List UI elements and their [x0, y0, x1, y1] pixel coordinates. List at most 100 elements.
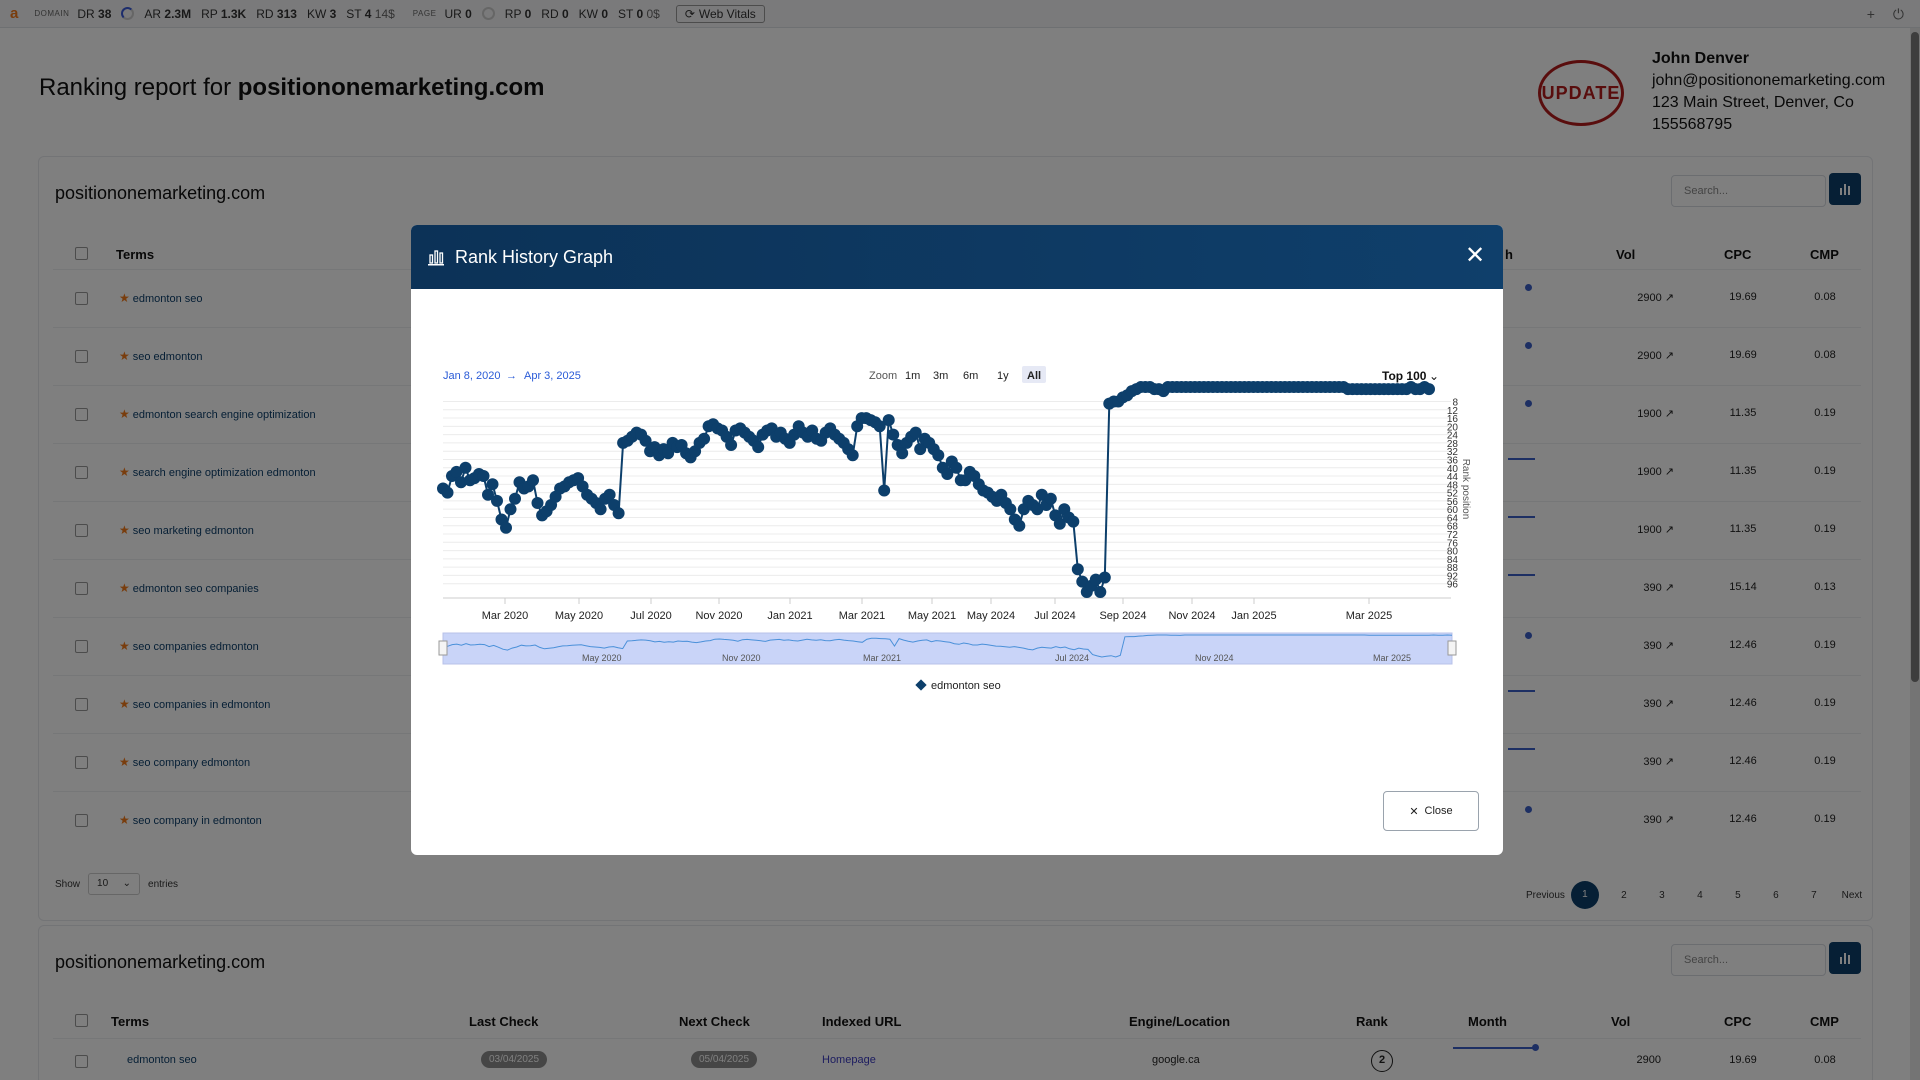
data-point[interactable]	[639, 434, 652, 447]
zoom-1y[interactable]: 1y	[997, 370, 1009, 382]
data-point[interactable]	[486, 478, 499, 491]
data-point[interactable]	[1053, 517, 1066, 530]
y-tick-label: 60	[1447, 505, 1459, 516]
modal-title: Rank History Graph	[455, 246, 614, 267]
x-tick-label: Jul 2020	[630, 610, 672, 622]
y-tick-label: 68	[1447, 522, 1459, 533]
date-to[interactable]: Apr 3, 2025	[524, 370, 581, 382]
data-point[interactable]	[1089, 573, 1102, 586]
close-label: Close	[1424, 805, 1453, 817]
data-point[interactable]	[509, 492, 521, 505]
data-point[interactable]	[896, 447, 909, 460]
y-axis-title: Rank position	[1460, 459, 1471, 520]
zoom-active-bg	[1022, 366, 1046, 383]
rank-history-chart[interactable]: Jan 8, 2020 → Apr 3, 2025 Zoom 1m 3m 6m 1y All To…	[411, 289, 1503, 789]
data-point[interactable]	[1004, 503, 1017, 516]
arrow-right-icon: →	[506, 370, 517, 382]
zoom-label: Zoom	[869, 370, 897, 382]
close-x-icon: ✕	[1409, 805, 1419, 818]
data-point[interactable]	[594, 503, 607, 516]
data-point[interactable]	[531, 497, 544, 509]
data-point[interactable]	[1094, 586, 1107, 598]
data-point[interactable]	[662, 447, 675, 460]
y-tick-label: 76	[1447, 538, 1459, 549]
data-point[interactable]	[1067, 515, 1080, 528]
navigator-tick-label: Nov 2020	[722, 653, 761, 663]
data-point[interactable]	[500, 521, 512, 534]
data-point[interactable]	[1035, 488, 1048, 501]
zoom-6m[interactable]: 6m	[963, 370, 978, 382]
navigator-handle-left[interactable]	[438, 640, 448, 656]
x-tick-label: Sep 2024	[1099, 610, 1146, 622]
navigator-tick-label: Mar 2021	[863, 653, 901, 663]
data-point[interactable]	[1071, 563, 1084, 576]
legend-item[interactable]: edmonton seo	[931, 680, 1001, 692]
navigator-window[interactable]	[442, 632, 1453, 665]
x-tick-label: Jan 2025	[1231, 610, 1276, 622]
y-tick-label: 56	[1447, 497, 1459, 508]
y-tick-label: 24	[1447, 431, 1459, 442]
x-tick-label: May 2021	[908, 610, 956, 622]
y-tick-label: 72	[1447, 530, 1459, 541]
y-tick-label: 52	[1447, 489, 1459, 500]
navigator-tick-label: Jul 2024	[1055, 653, 1089, 663]
x-tick-label: May 2024	[967, 610, 1015, 622]
navigator-tick-label: Nov 2024	[1195, 653, 1234, 663]
x-tick-label: Mar 2020	[482, 610, 528, 622]
x-tick-label: Jan 2021	[767, 610, 812, 622]
y-tick-label: 96	[1447, 580, 1459, 591]
data-point[interactable]	[1031, 503, 1044, 516]
data-point[interactable]	[477, 470, 490, 482]
data-point[interactable]	[1076, 575, 1089, 588]
data-point[interactable]	[1423, 383, 1435, 396]
y-tick-label: 44	[1447, 472, 1459, 483]
data-point[interactable]	[1044, 492, 1057, 505]
data-point[interactable]	[941, 468, 954, 480]
data-point[interactable]	[527, 474, 539, 487]
top-select[interactable]: Top 100	[1382, 369, 1427, 383]
data-point[interactable]	[455, 476, 467, 489]
data-point[interactable]	[491, 494, 503, 507]
navigator-tick-label: Mar 2025	[1373, 653, 1411, 663]
data-point[interactable]	[752, 441, 765, 454]
data-point[interactable]	[846, 449, 859, 462]
close-button[interactable]: ✕ Close	[1383, 791, 1479, 831]
data-point[interactable]	[932, 449, 945, 462]
data-point[interactable]	[725, 439, 738, 451]
zoom-3m[interactable]: 3m	[933, 370, 948, 382]
chevron-down-icon[interactable]: ⌄	[1429, 369, 1439, 383]
y-tick-label: 80	[1447, 547, 1459, 558]
y-tick-label: 12	[1447, 406, 1459, 417]
y-tick-label: 40	[1447, 464, 1459, 475]
y-tick-label: 16	[1447, 414, 1459, 425]
data-point[interactable]	[612, 507, 625, 520]
x-tick-label: Nov 2024	[1168, 610, 1215, 622]
data-point[interactable]	[1013, 519, 1026, 532]
data-point[interactable]	[873, 420, 886, 433]
y-tick-label: 48	[1447, 480, 1459, 491]
x-tick-label: May 2020	[555, 610, 603, 622]
data-point[interactable]	[698, 432, 711, 445]
data-point[interactable]	[950, 461, 963, 474]
data-point[interactable]	[1098, 571, 1111, 584]
date-from[interactable]: Jan 8, 2020	[443, 370, 501, 382]
data-point[interactable]	[887, 428, 900, 441]
data-point[interactable]	[459, 461, 472, 474]
data-point[interactable]	[504, 503, 517, 516]
y-tick-label: 32	[1447, 447, 1459, 458]
data-point[interactable]	[482, 488, 494, 501]
data-point[interactable]	[914, 443, 927, 456]
data-point[interactable]	[878, 484, 891, 497]
data-point[interactable]	[882, 414, 895, 427]
y-tick-label: 64	[1447, 513, 1459, 524]
data-point[interactable]	[441, 486, 454, 499]
zoom-All[interactable]: All	[1027, 370, 1041, 382]
navigator-handle-right[interactable]	[1447, 640, 1457, 656]
data-point[interactable]	[450, 465, 463, 478]
data-point[interactable]	[603, 488, 616, 501]
close-icon[interactable]: ✕	[1464, 242, 1486, 269]
zoom-1m[interactable]: 1m	[905, 370, 920, 382]
navigator-series	[442, 634, 1453, 658]
data-point[interactable]	[909, 426, 922, 439]
y-tick-label: 28	[1447, 439, 1459, 450]
